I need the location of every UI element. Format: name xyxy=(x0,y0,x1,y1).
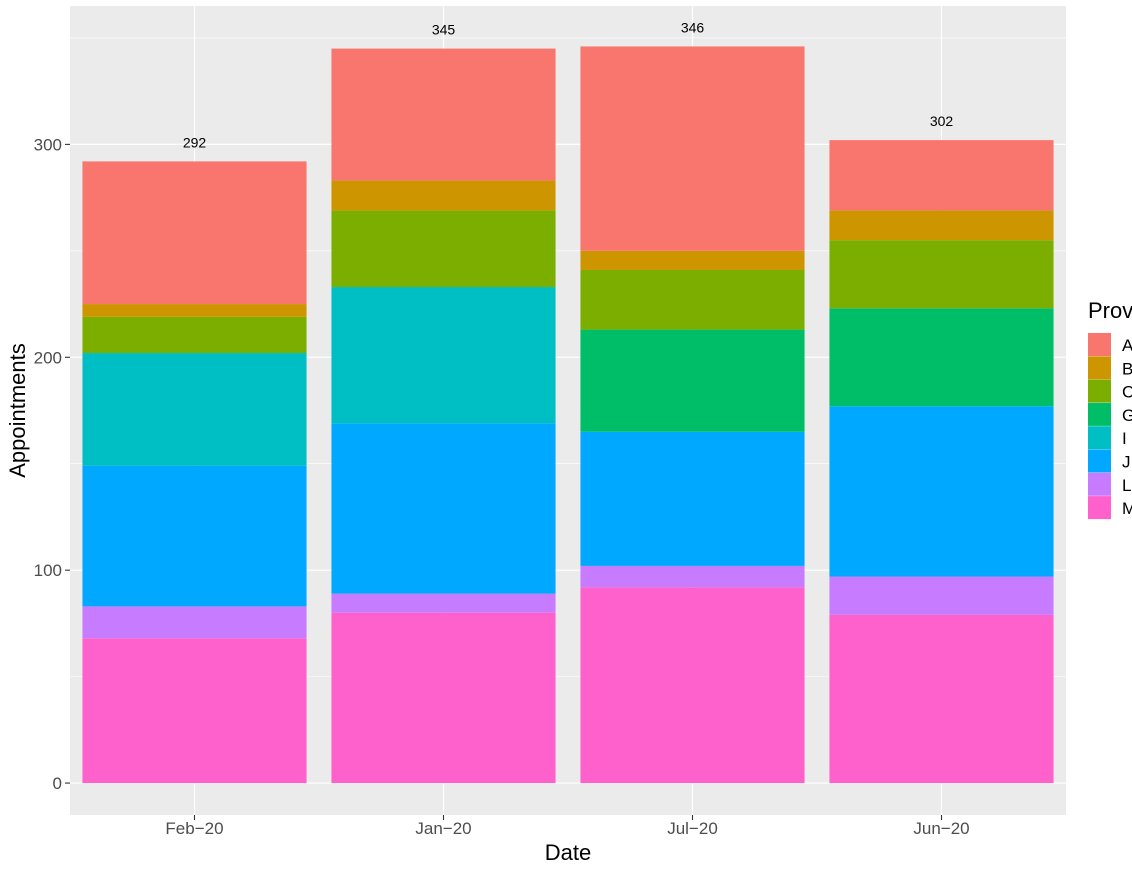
y-axis-title: Appointments xyxy=(5,343,30,478)
legend-key-M xyxy=(1088,496,1111,520)
bar-segment-A xyxy=(331,48,556,181)
total-label: 302 xyxy=(930,113,954,129)
legend-key-J xyxy=(1088,449,1111,473)
y-tick-label: 300 xyxy=(34,135,62,154)
legend-key-L xyxy=(1088,472,1111,496)
bar-segment-A xyxy=(829,140,1054,211)
x-tick-label: Jul−20 xyxy=(667,819,718,838)
bar-segment-J xyxy=(829,406,1054,577)
bar-segment-C xyxy=(331,210,556,288)
legend-key-B xyxy=(1088,356,1111,380)
legend-label: B xyxy=(1122,359,1132,378)
legend-title: Prov xyxy=(1088,298,1132,323)
x-tick-label: Feb−20 xyxy=(165,819,223,838)
bar-segment-A xyxy=(82,161,307,305)
bar-segment-M xyxy=(829,614,1054,784)
x-axis-title: Date xyxy=(545,840,591,865)
bar-segment-I xyxy=(331,287,556,424)
y-tick-label: 0 xyxy=(53,774,62,793)
bar-segment-B xyxy=(82,304,307,317)
legend-key-G xyxy=(1088,402,1111,426)
total-label: 345 xyxy=(432,22,456,38)
x-axis-ticks: Feb−20 Jan−20 Jul−20 Jun−20 xyxy=(165,815,970,838)
bar-segment-M xyxy=(331,612,556,784)
legend-key-A xyxy=(1088,333,1111,356)
legend-key-I xyxy=(1088,426,1111,450)
bar-segment-M xyxy=(580,587,805,784)
bar-segment-C xyxy=(82,316,307,354)
bar-segment-B xyxy=(829,210,1054,241)
bar-segment-L xyxy=(331,593,556,613)
x-tick-label: Jun−20 xyxy=(913,819,969,838)
legend-label: I xyxy=(1122,429,1127,448)
legend-key-C xyxy=(1088,379,1111,403)
bar-segment-C xyxy=(580,269,805,330)
bar-segment-A xyxy=(580,46,805,251)
legend-label: M xyxy=(1122,499,1132,518)
bar-segment-I xyxy=(82,353,307,466)
bar-segment-M xyxy=(82,638,307,784)
bar-segment-B xyxy=(331,180,556,211)
y-tick-label: 100 xyxy=(34,561,62,580)
legend-label: C xyxy=(1122,383,1132,402)
bar-segment-G xyxy=(829,308,1054,407)
bar-segment-L xyxy=(580,565,805,588)
bar-segment-B xyxy=(580,250,805,270)
bar-segment-J xyxy=(82,465,307,607)
total-label: 292 xyxy=(183,134,207,150)
y-axis-ticks: 0 100 200 300 xyxy=(34,135,70,793)
bar-segment-L xyxy=(829,576,1054,615)
bar-segment-G xyxy=(580,329,805,432)
bars xyxy=(82,46,1054,784)
legend-label: J xyxy=(1122,453,1131,472)
bar-segment-L xyxy=(82,606,307,639)
total-label: 346 xyxy=(681,19,705,35)
legend-label: G xyxy=(1122,406,1132,425)
legend-label: L xyxy=(1122,476,1131,495)
bar-segment-J xyxy=(580,431,805,566)
x-tick-label: Jan−20 xyxy=(415,819,471,838)
legend-label: A xyxy=(1122,336,1132,355)
y-tick-label: 200 xyxy=(34,348,62,367)
total-labels: 292 345 346 302 xyxy=(183,19,954,150)
bar-segment-J xyxy=(331,423,556,594)
bar-segment-C xyxy=(829,240,1054,309)
